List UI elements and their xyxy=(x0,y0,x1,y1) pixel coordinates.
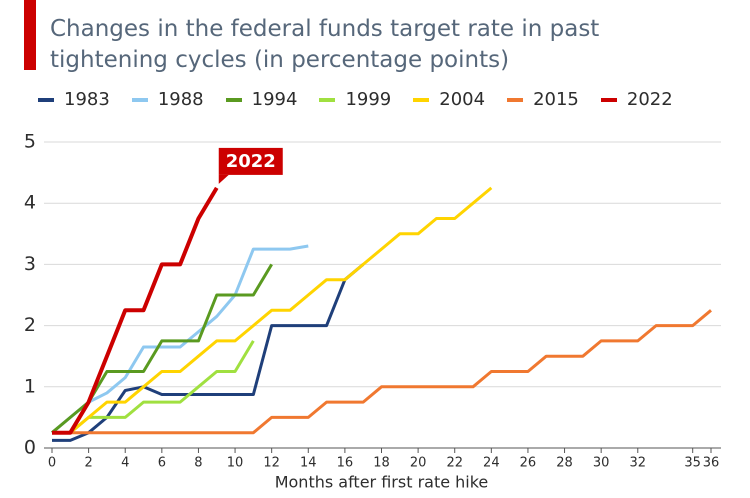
legend-item: 1999 xyxy=(319,89,391,110)
annotation-label: 2022 xyxy=(226,151,276,172)
x-tick-label: 16 xyxy=(337,456,354,471)
annotation-box xyxy=(218,147,283,175)
series-line xyxy=(52,186,219,435)
annotation-pointer xyxy=(218,174,229,184)
y-tick-label: 5 xyxy=(24,131,36,153)
x-tick-label: 6 xyxy=(158,456,166,471)
legend-label: 1988 xyxy=(157,89,204,110)
legend-swatch xyxy=(600,97,617,102)
x-tick-label: 26 xyxy=(520,456,537,471)
legend-item: 1983 xyxy=(38,89,110,110)
x-tick-label: 14 xyxy=(300,456,317,471)
legend-item: 1988 xyxy=(131,89,204,110)
chart-title: Changes in the federal funds target rate… xyxy=(50,16,600,73)
x-tick-label: 24 xyxy=(483,456,500,471)
title-accent xyxy=(24,0,36,70)
x-tick-label: 18 xyxy=(373,456,390,471)
legend-swatch xyxy=(319,97,336,102)
x-tick-label: 12 xyxy=(263,456,280,471)
x-tick-label: 28 xyxy=(556,456,573,471)
legend-label: 1999 xyxy=(345,89,392,110)
x-tick-label: 8 xyxy=(194,456,202,471)
x-tick-label: 22 xyxy=(446,456,463,471)
series-line xyxy=(52,263,365,442)
x-tick-label: 32 xyxy=(630,456,647,471)
legend-item: 2022 xyxy=(600,89,673,110)
legend-item: 1994 xyxy=(225,89,298,110)
x-tick-label: 35 xyxy=(684,456,701,471)
legend-swatch xyxy=(225,97,242,102)
y-tick-label: 4 xyxy=(24,192,36,214)
legend-swatch xyxy=(38,97,54,102)
annotation: 2022 xyxy=(218,147,283,184)
legend-swatch xyxy=(131,97,148,102)
legend-label: 2022 xyxy=(626,89,673,110)
y-tick-label: 2 xyxy=(24,314,36,336)
series-line xyxy=(51,244,309,434)
x-tick-label: 0 xyxy=(48,456,56,471)
legend: 1983 1988 1994 1999 2004 2015 2022 xyxy=(38,89,695,110)
x-tick-label: 4 xyxy=(121,456,129,471)
x-tick-label: 20 xyxy=(410,456,427,471)
y-tick-label: 0 xyxy=(24,437,36,459)
x-axis-label: Months after first rate hike xyxy=(275,473,489,492)
legend-label: 1983 xyxy=(64,89,110,110)
legend-swatch xyxy=(507,97,524,102)
legend-label: 2004 xyxy=(439,89,486,110)
x-tick-label: 2 xyxy=(84,456,92,471)
series-line xyxy=(52,309,712,435)
x-tick-label: 30 xyxy=(593,456,610,471)
legend-item: 2015 xyxy=(507,89,579,110)
x-tick-label: 10 xyxy=(227,456,244,471)
series-line xyxy=(52,186,493,435)
legend-label: 2015 xyxy=(533,89,579,110)
y-tick-label: 1 xyxy=(24,375,36,397)
y-tick-label: 3 xyxy=(24,253,36,275)
x-tick-label: 36 xyxy=(703,456,720,471)
legend-item: 2004 xyxy=(413,89,485,110)
legend-label: 1994 xyxy=(251,89,298,110)
legend-swatch xyxy=(413,97,430,102)
